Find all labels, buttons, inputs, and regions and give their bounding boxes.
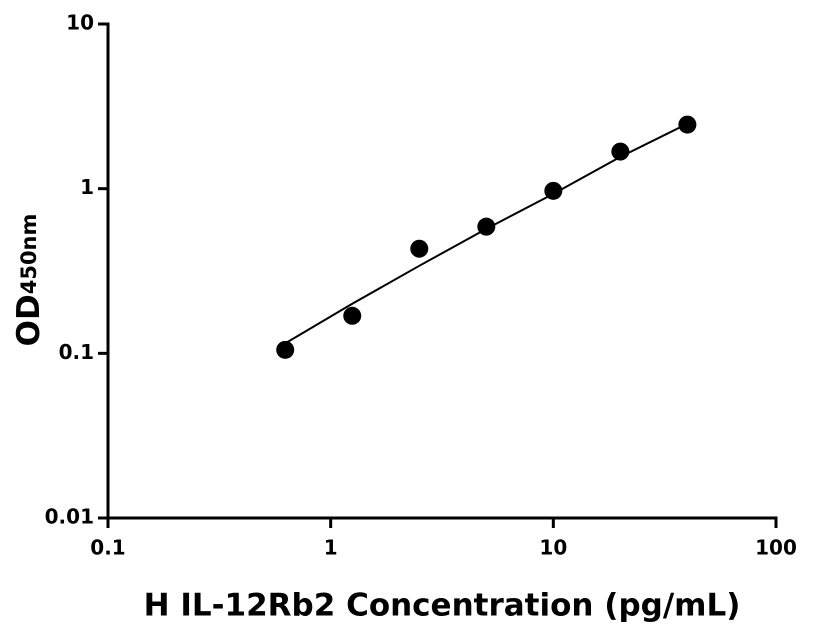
y-axis-label-main: OD <box>11 294 47 346</box>
data-point <box>276 340 295 359</box>
data-point <box>544 181 563 200</box>
data-point <box>477 217 496 236</box>
y-tick-label: 0.01 <box>45 505 94 529</box>
data-point <box>410 239 429 258</box>
x-tick-label: 0.1 <box>90 536 125 560</box>
data-point <box>611 142 630 161</box>
x-tick-label: 1 <box>324 536 338 560</box>
y-tick-label: 1 <box>80 175 94 199</box>
y-axis-label: OD450nm <box>11 214 47 347</box>
x-tick-label: 100 <box>755 536 797 560</box>
x-axis-label: H IL-12Rb2 Concentration (pg/mL) <box>144 588 741 624</box>
y-tick-label: 10 <box>66 11 94 35</box>
y-axis-label-sub: 450nm <box>17 214 41 295</box>
data-point <box>678 115 697 134</box>
y-tick-label: 0.1 <box>59 340 94 364</box>
data-point <box>343 306 362 325</box>
x-tick-label: 10 <box>539 536 567 560</box>
